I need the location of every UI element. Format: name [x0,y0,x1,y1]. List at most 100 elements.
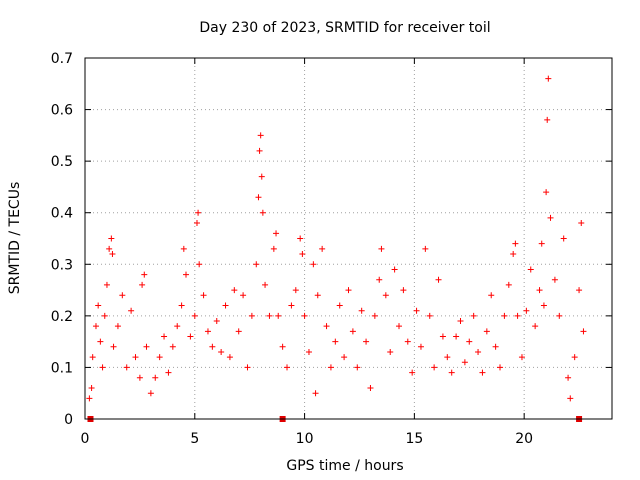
data-point [382,292,389,299]
data-point [97,338,104,345]
data-point [461,359,468,366]
data-point [266,312,273,319]
data-point [270,245,277,252]
data-point [565,374,572,381]
data-point [367,385,374,392]
chart-title: Day 230 of 2023, SRMTID for receiver toi… [199,20,490,36]
y-tick-label: 0.1 [51,360,73,376]
data-point [152,374,159,381]
data-point [417,343,424,350]
data-point [453,333,460,340]
data-point [422,245,429,252]
data-point [483,328,490,335]
x-tick-label: 5 [190,431,199,447]
data-point [358,307,365,314]
data-point [218,348,225,355]
data-point [123,364,130,371]
data-point [576,287,583,294]
data-point [288,302,295,309]
data-point [213,318,220,325]
data-point [141,271,148,278]
data-points [86,75,587,402]
data-point [426,312,433,319]
data-point [92,323,99,330]
data-point [532,323,539,330]
data-point [497,364,504,371]
data-point [512,240,519,247]
data-point [492,343,499,350]
data-point [275,312,282,319]
data-point [161,333,168,340]
y-tick-label: 0.4 [51,206,73,222]
x-tick-label: 15 [405,431,423,447]
data-point [409,369,416,376]
data-point [560,235,567,242]
data-point [314,292,321,299]
data-point [376,276,383,283]
data-point [580,328,587,335]
data-point [231,287,238,294]
data-point [439,333,446,340]
data-point [108,235,115,242]
data-point [101,312,108,319]
data-point [86,395,93,402]
data-point [444,354,451,361]
data-point [187,333,194,340]
data-point [545,75,552,82]
data-point [235,328,242,335]
data-point [273,230,280,237]
data-point [299,250,306,257]
data-point [292,287,299,294]
data-point [106,245,113,252]
data-point [109,250,116,257]
data-point [88,385,95,392]
data-point [354,364,361,371]
data-point [128,307,135,314]
data-point [196,261,203,268]
data-point [387,348,394,355]
data-point [332,338,339,345]
data-point [345,287,352,294]
data-point [119,292,126,299]
data-point [396,323,403,330]
data-point [180,245,187,252]
data-point [518,354,525,361]
data-point [191,312,198,319]
y-tick-label: 0.5 [51,154,73,170]
data-point [139,281,146,288]
data-point [165,369,172,376]
y-tick-label: 0.7 [51,51,73,67]
data-point [178,302,185,309]
x-axis-label: GPS time / hours [286,458,403,474]
grid-lines [85,58,612,419]
data-point [371,312,378,319]
y-axis-label: SRMTID / TECUs [7,182,23,295]
data-point [136,374,143,381]
data-point [312,390,319,397]
data-point [147,390,154,397]
data-point [475,348,482,355]
x-tick-label: 0 [81,431,90,447]
data-point [193,220,200,227]
data-point [297,235,304,242]
x-tick-label: 10 [296,431,314,447]
data-point [99,364,106,371]
data-point [156,354,163,361]
data-point [479,369,486,376]
data-point [327,364,334,371]
data-point [204,328,211,335]
data-point [514,312,521,319]
data-point [132,354,139,361]
data-point [448,369,455,376]
data-point [404,338,411,345]
data-point [536,287,543,294]
data-point [510,250,517,257]
data-point [253,261,260,268]
data-point [240,292,247,299]
data-point [551,276,558,283]
plot-frame [84,57,613,420]
data-point [527,266,534,273]
data-point [183,271,190,278]
data-point [255,194,262,201]
data-point [195,209,202,216]
